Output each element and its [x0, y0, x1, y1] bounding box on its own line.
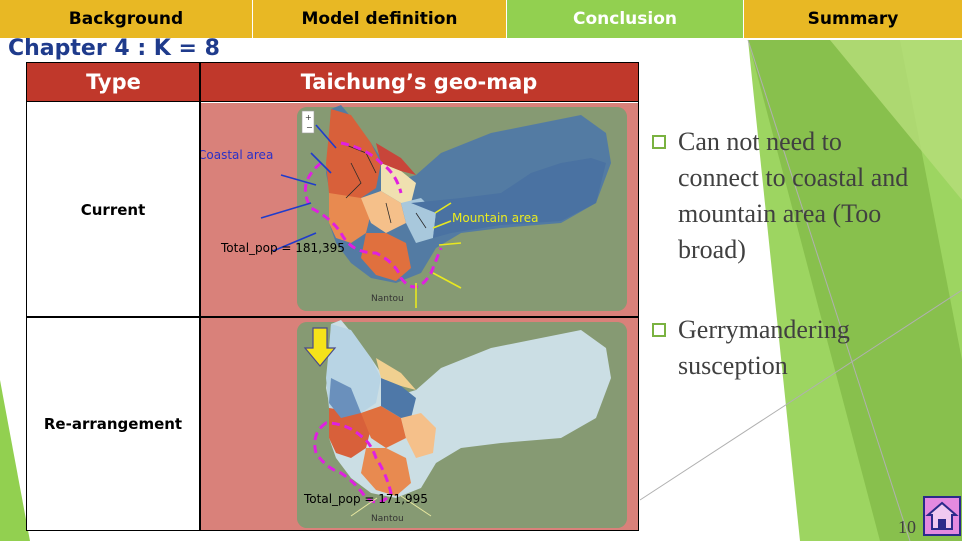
tab-model-definition[interactable]: Model definition	[253, 0, 507, 38]
total-pop-rearrangement: Total_pop = 171,995	[304, 492, 428, 506]
place-label-nantou: Nantou	[371, 514, 404, 524]
tab-conclusion[interactable]: Conclusion	[507, 0, 744, 38]
bullet-item: Can not need to connect to coastal and m…	[652, 124, 922, 268]
bullet-item: Gerrymandering susception	[652, 312, 922, 384]
geo-map-rearrangement	[297, 320, 627, 528]
chapter-title: Chapter 4 : K = 8	[8, 36, 220, 61]
header-geo-map: Taichung’s geo-map	[300, 70, 538, 94]
map-cell-rearrangement: Total_pop = 171,995 Nantou	[201, 318, 638, 530]
zoom-in-icon[interactable]: +	[305, 113, 312, 122]
home-button[interactable]	[923, 496, 961, 536]
bullet-text: Gerrymandering susception	[678, 315, 850, 380]
place-label-nantou: Nantou	[371, 294, 404, 304]
header-type: Type	[86, 70, 141, 94]
zoom-controls[interactable]	[301, 110, 315, 134]
column-divider	[199, 63, 201, 530]
bullet-text: Can not need to connect to coastal and m…	[678, 127, 909, 264]
bullet-list: Can not need to connect to coastal and m…	[652, 124, 922, 428]
row-label-rearrangement: Re-arrangement	[43, 415, 183, 433]
home-icon	[925, 501, 959, 530]
geo-map-current: + −	[260, 105, 627, 311]
down-arrow-icon	[303, 327, 337, 367]
section-nav: Background Model definition Conclusion S…	[0, 0, 962, 38]
table-header: Type Taichung’s geo-map	[27, 63, 638, 102]
coastal-area-label: Coastal area	[201, 148, 274, 162]
mountain-area-label: Mountain area	[452, 211, 539, 225]
checkbox-bullet-icon	[652, 323, 666, 337]
page-number: 10	[898, 517, 916, 537]
total-pop-current: Total_pop = 181,395	[221, 241, 345, 255]
tab-background[interactable]: Background	[0, 0, 253, 38]
comparison-table: Type Taichung’s geo-map Current	[26, 62, 639, 531]
checkbox-bullet-icon	[652, 135, 666, 149]
row-label-current: Current	[80, 200, 146, 219]
map-cell-current: + − Coastal area Mountain area Total_pop…	[201, 103, 638, 316]
tab-summary[interactable]: Summary	[744, 0, 962, 38]
zoom-out-icon[interactable]: −	[306, 123, 313, 132]
row-divider	[27, 316, 638, 318]
